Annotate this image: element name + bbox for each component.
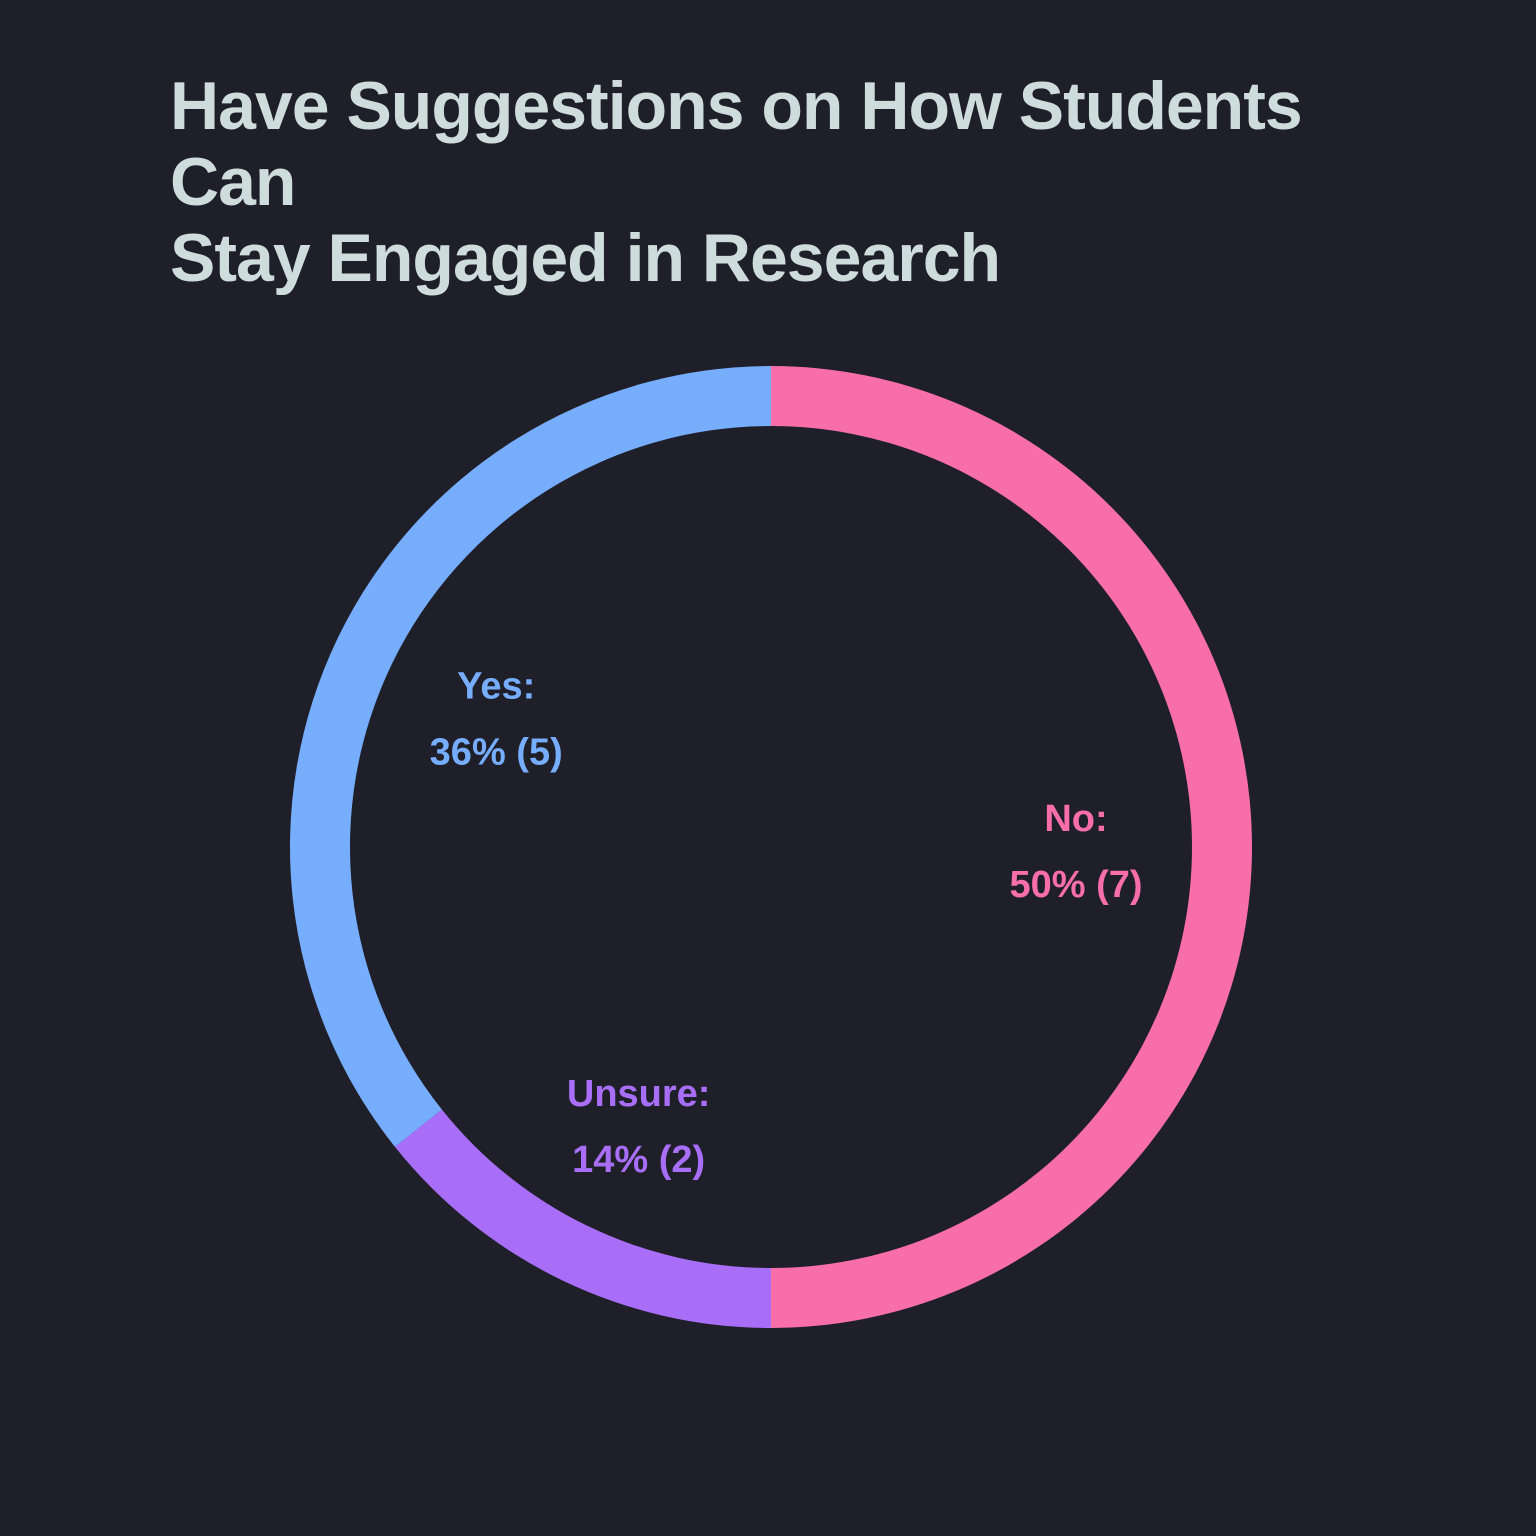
chart-title-line-1: Have Suggestions on How Students Can (170, 68, 1303, 220)
slice-label-unsure: Unsure: (567, 1073, 711, 1115)
slice-value-unsure: 14% (2) (572, 1139, 705, 1181)
slice-yes (290, 366, 771, 1147)
slice-label-no: No: (1044, 798, 1107, 840)
slice-value-no: 50% (7) (1009, 864, 1142, 906)
slice-no (771, 366, 1252, 1328)
donut-slices (290, 366, 1252, 1328)
slice-unsure (394, 1109, 771, 1328)
chart-title-line-2: Stay Engaged in Research (170, 220, 1001, 296)
donut-labels: No: 50% (7) Unsure: 14% (2) Yes: 36% (5) (430, 666, 1143, 1181)
slice-value-yes: 36% (5) (430, 732, 563, 774)
chart-title: Have Suggestions on How Students Can Sta… (170, 68, 1370, 296)
slice-label-yes: Yes: (457, 666, 535, 708)
